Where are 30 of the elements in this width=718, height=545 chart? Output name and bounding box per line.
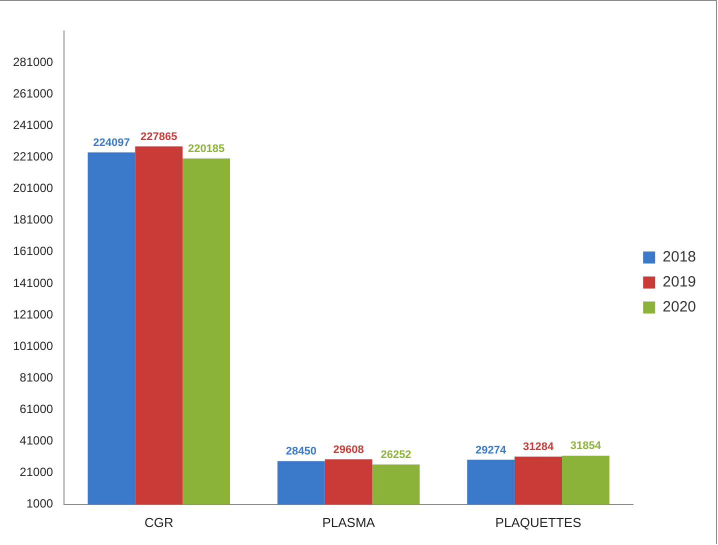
y-tick-label: 261000 — [12, 86, 54, 100]
y-tick-label: 61000 — [20, 402, 54, 416]
y-tick-label: 181000 — [12, 212, 54, 227]
y-tick-label: 21000 — [20, 465, 54, 480]
legend-label: 2019 — [662, 274, 696, 291]
y-tick-label: 241000 — [12, 118, 54, 132]
y-tick-label: 1000 — [26, 496, 54, 511]
y-tick-label: 81000 — [20, 370, 54, 384]
data-label: 29274 — [476, 444, 508, 456]
data-label: 28450 — [286, 446, 316, 458]
y-tick-label: 121000 — [12, 307, 54, 322]
y-tick-label: 281000 — [12, 54, 54, 69]
y-tick-label: 221000 — [12, 150, 54, 164]
x-tick-label: PLAQUETTES — [495, 514, 582, 530]
data-label: 31854 — [570, 440, 602, 452]
y-tick-label: 161000 — [12, 244, 54, 258]
data-label: 224097 — [93, 136, 130, 149]
data-label: 26252 — [380, 449, 412, 462]
legend-label: 2020 — [662, 298, 696, 316]
y-tick-label: 141000 — [12, 276, 54, 290]
data-label: 31284 — [522, 441, 554, 454]
data-label: 29608 — [333, 444, 364, 456]
y-tick-label: 101000 — [12, 338, 54, 353]
y-tick-label: 41000 — [20, 434, 54, 448]
data-label: 227865 — [140, 130, 178, 143]
x-tick-label: PLASMA — [322, 514, 376, 530]
data-label: 220185 — [188, 143, 225, 156]
legend-label: 2018 — [662, 248, 696, 266]
y-tick-label: 201000 — [12, 181, 54, 196]
x-tick-label: CGR — [144, 514, 174, 530]
